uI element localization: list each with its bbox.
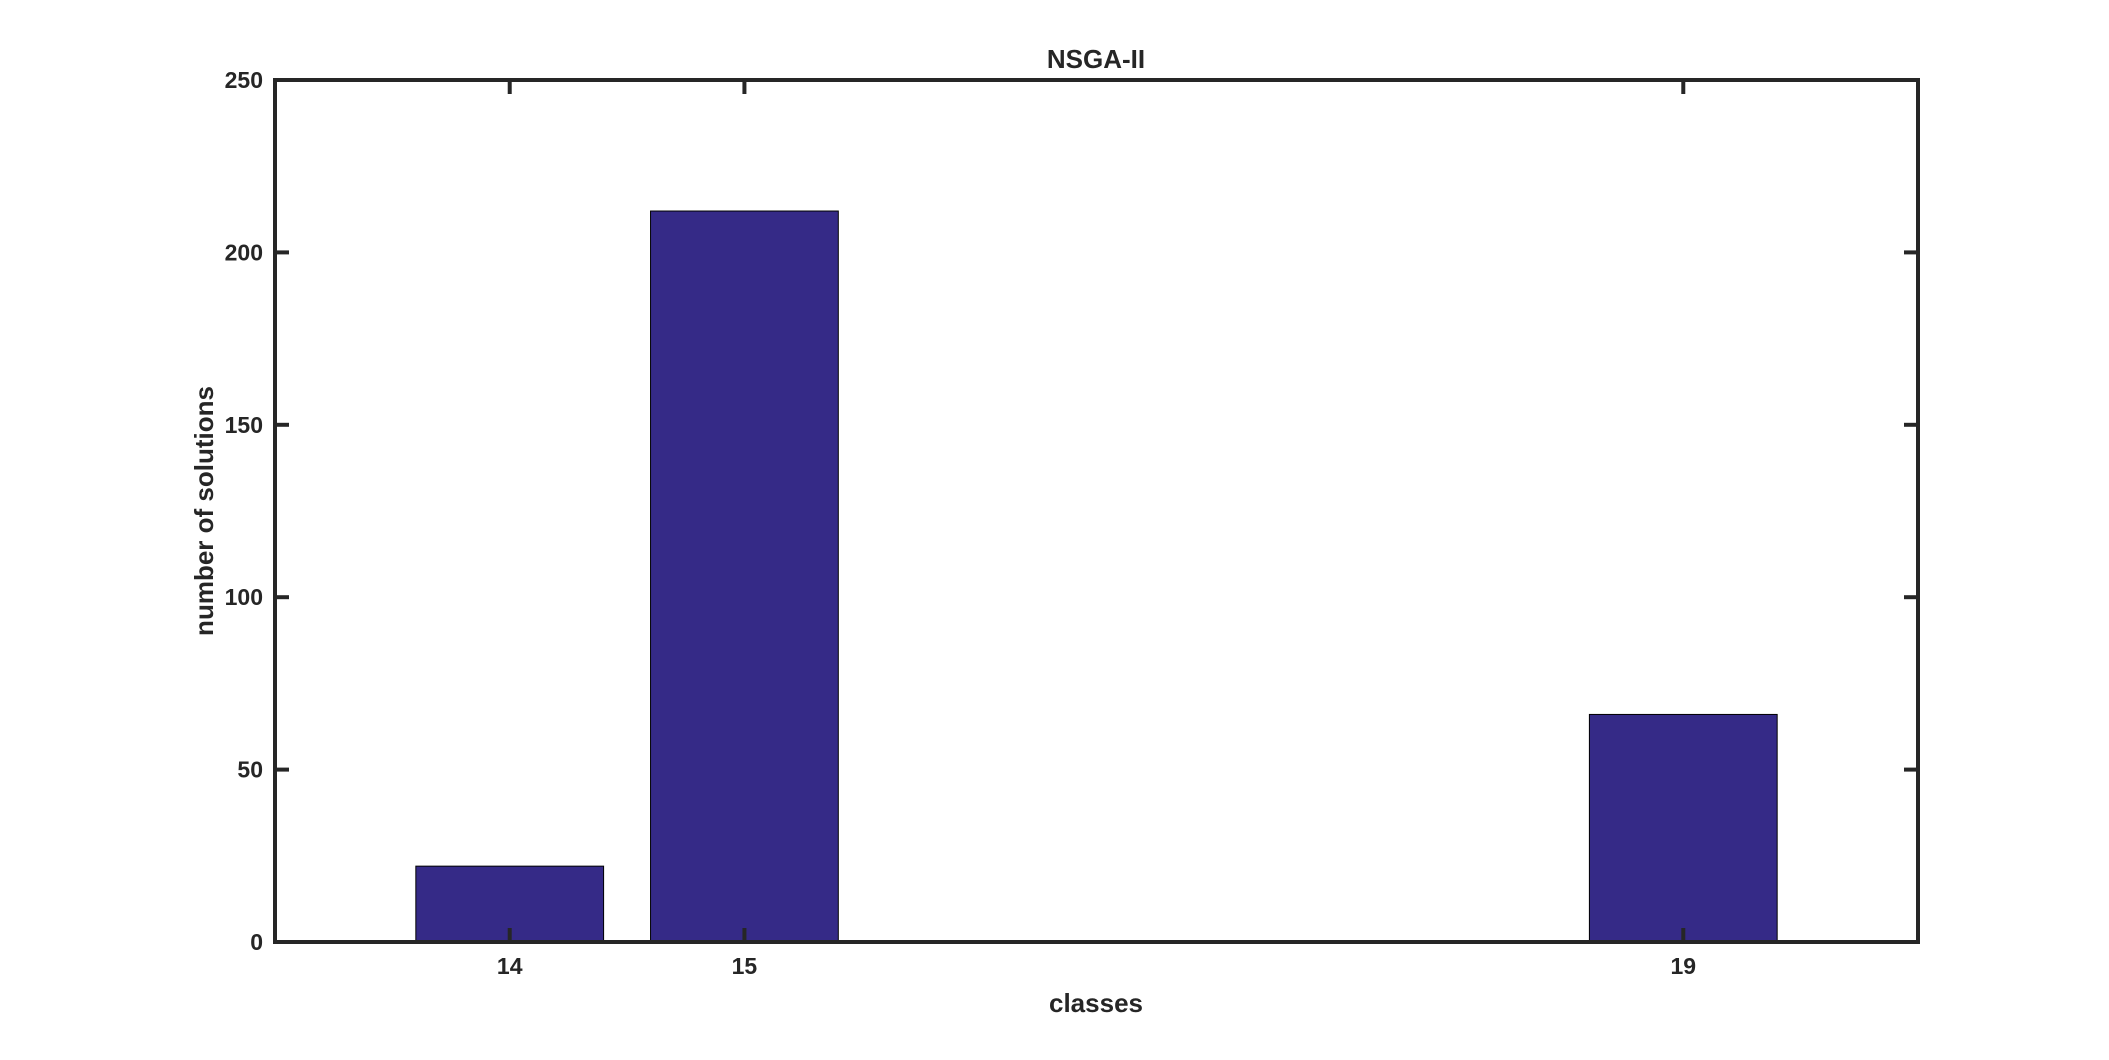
- ticks-group: 0 50 100 150 200 250 14 15 19: [225, 67, 1918, 979]
- y-axis-label: number of solutions: [189, 386, 219, 636]
- x-tick-label: 14: [497, 953, 523, 979]
- x-tick-label: 19: [1670, 953, 1696, 979]
- x-axis-label: classes: [1049, 988, 1143, 1018]
- y-tick-label: 150: [225, 412, 263, 438]
- y-tick-label: 100: [225, 584, 263, 610]
- y-tick-label: 200: [225, 239, 263, 265]
- y-tick-label: 0: [250, 929, 263, 955]
- axes-box: [273, 78, 1920, 944]
- y-tick-label: 250: [225, 67, 263, 93]
- y-tick-label: 50: [237, 757, 263, 783]
- bar-15: [650, 210, 839, 943]
- x-tick-label: 15: [732, 953, 758, 979]
- bars-group: [415, 210, 1778, 943]
- chart-title: NSGA-II: [1047, 44, 1145, 74]
- bar-19: [1588, 713, 1778, 943]
